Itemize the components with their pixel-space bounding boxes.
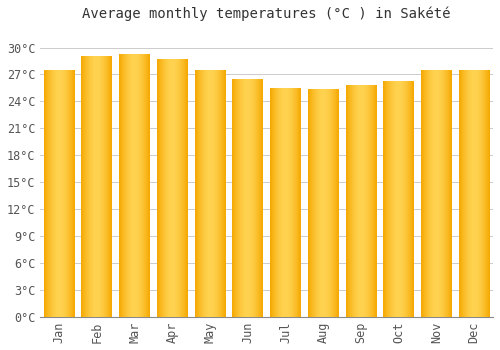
Title: Average monthly temperatures (°C ) in Sakété: Average monthly temperatures (°C ) in Sa… [82,7,451,21]
